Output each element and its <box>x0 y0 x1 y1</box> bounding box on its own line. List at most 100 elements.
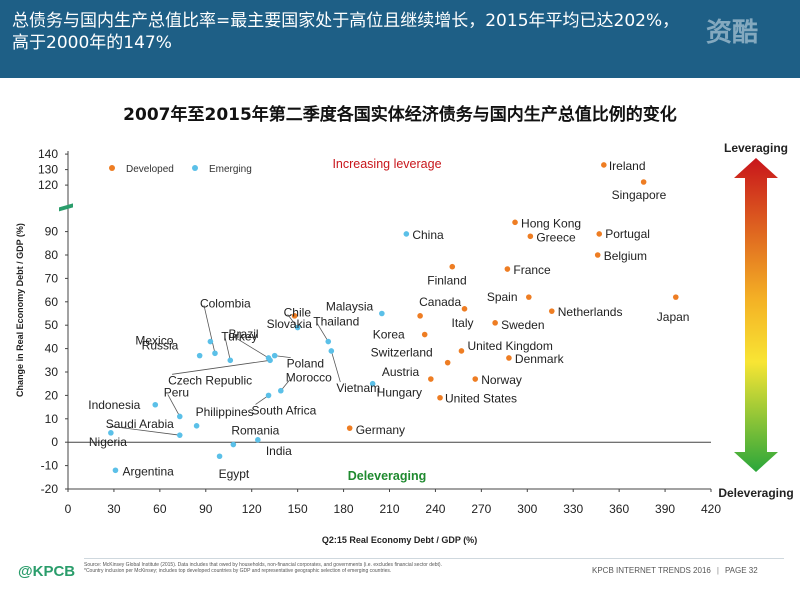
emerging-point-poland <box>271 352 278 359</box>
point-label-portugal: Portugal <box>605 227 650 241</box>
point-label-morocco: Morocco <box>286 371 332 385</box>
point-label-thailand: Thailand <box>313 315 359 329</box>
leverage-gradient-arrow <box>734 158 778 472</box>
footer-page-info: KPCB INTERNET TRENDS 2016 | PAGE 32 <box>592 566 758 575</box>
point-label-netherlands: Netherlands <box>558 305 623 319</box>
emerging-point-malaysia <box>379 310 385 317</box>
y-tick-label: 40 <box>45 342 59 356</box>
developed-point-united-states <box>437 394 443 401</box>
emerging-point-argentina <box>112 467 119 474</box>
emerging-point-india <box>255 437 261 443</box>
point-label-indonesia: Indonesia <box>88 398 140 412</box>
emerging-point-philippines <box>193 423 200 429</box>
point-label-brazil: Brazil <box>229 327 259 341</box>
point-label-colombia: Colombia <box>200 296 251 310</box>
y-tick-label: 140 <box>38 147 58 161</box>
developed-point-spain <box>526 294 532 300</box>
point-label-poland: Poland <box>287 357 324 371</box>
developed-point-finland <box>449 263 456 270</box>
header-title: 总债务与国内生产总值比率=最主要国家处于高位且继续增长，2015年平均已达202… <box>12 10 752 54</box>
point-label-united-kingdom: United Kingdom <box>467 339 552 353</box>
y-tick-label: 10 <box>45 412 59 426</box>
developed-point-korea <box>421 331 428 338</box>
y-tick-label: 70 <box>45 271 59 285</box>
leader-line-vietnam <box>330 350 341 383</box>
developed-point-norway <box>472 376 479 382</box>
emerging-point-mexico <box>207 338 214 345</box>
point-label-czech-republic: Czech Republic <box>168 373 252 387</box>
footer-trend-label: KPCB INTERNET TRENDS 2016 <box>592 566 711 575</box>
header-band <box>0 0 800 78</box>
point-label-norway: Norway <box>481 373 522 387</box>
developed-point-slovakia <box>291 313 298 319</box>
point-label-turkey: Turkey <box>221 329 257 343</box>
point-label-ireland: Ireland <box>609 159 646 173</box>
developed-point-japan <box>672 294 679 300</box>
annotation-increasing-leverage: Increasing leverage <box>332 157 441 171</box>
point-label-argentina: Argentina <box>122 464 174 478</box>
x-axis-label: Q2:15 Real Economy Debt / GDP (%) <box>322 535 477 545</box>
x-tick-label: 390 <box>655 502 675 516</box>
source-line-1: Source: McKinsey Global Institute (2015)… <box>84 562 442 568</box>
header-title-line1: 总债务与国内生产总值比率=最主要国家处于高位且继续增长，2015年平均已达202… <box>12 11 680 31</box>
x-tick-label: 180 <box>334 502 354 516</box>
point-label-saudi-arabia: Saudi Arabia <box>106 417 174 431</box>
emerging-point-chile <box>294 324 301 331</box>
developed-point-canada <box>417 313 423 319</box>
point-label-south-africa: South Africa <box>252 403 317 417</box>
point-label-finland: Finland <box>427 274 466 288</box>
developed-point-sweden <box>492 320 498 326</box>
point-label-united-states: United States <box>445 392 517 406</box>
developed-point-france <box>504 266 511 272</box>
x-tick-label: 60 <box>153 502 167 516</box>
developed-point-germany <box>346 425 353 431</box>
point-label-denmark: Denmark <box>515 352 565 366</box>
chart-title: 2007年至2015年第二季度各国实体经济债务与国内生产总值比例的变化 <box>123 105 677 125</box>
developed-point-austria <box>428 376 434 382</box>
source-line-2: *Country inclusion per McKinsey; include… <box>84 568 392 574</box>
leader-line-thailand <box>316 323 329 342</box>
y-tick-label: 80 <box>45 248 59 262</box>
developed-point-switzerland <box>444 359 451 366</box>
developed-point-portugal <box>596 231 603 237</box>
source-note: Source: McKinsey Global Institute (2015)… <box>84 562 504 574</box>
y-tick-label: -10 <box>41 459 59 473</box>
y-tick-label: 60 <box>45 295 59 309</box>
y-tick-label: 50 <box>45 318 59 332</box>
emerging-point-turkey <box>227 357 234 364</box>
emerging-point-nigeria <box>108 430 114 436</box>
point-label-slovakia: Slovakia <box>267 317 313 331</box>
x-tick-label: 120 <box>242 502 262 516</box>
x-tick-label: 0 <box>65 502 72 516</box>
point-label-romania: Romania <box>231 424 279 438</box>
x-tick-label: 330 <box>563 502 583 516</box>
emerging-point-indonesia <box>152 401 159 408</box>
legend-label-developed: Developed <box>126 164 174 175</box>
point-label-austria: Austria <box>382 365 420 379</box>
point-label-malaysia: Malaysia <box>326 300 374 314</box>
y-tick-label: -20 <box>41 482 59 496</box>
leader-line-saudi-arabia <box>109 425 180 436</box>
y-tick-label: 20 <box>45 388 59 402</box>
developed-point-italy <box>461 306 468 312</box>
kpcb-logo: @KPCB <box>18 563 76 580</box>
y-axis-label: Change in Real Economy Debt / GDP (%) <box>15 223 25 397</box>
emerging-point-vietnam <box>328 348 335 354</box>
leader-line-colombia <box>203 305 216 354</box>
x-tick-label: 300 <box>517 502 537 516</box>
point-label-hong-kong: Hong Kong <box>521 216 581 230</box>
point-label-hungary: Hungary <box>377 386 422 400</box>
point-label-chile: Chile <box>284 306 312 320</box>
point-label-greece: Greece <box>536 230 576 244</box>
x-tick-label: 240 <box>425 502 445 516</box>
x-tick-label: 420 <box>701 502 721 516</box>
point-label-switzerland: Switzerland <box>371 346 433 360</box>
developed-point-ireland <box>601 162 607 168</box>
point-label-japan: Japan <box>657 310 690 324</box>
point-label-nigeria: Nigeria <box>89 435 127 449</box>
footer-separator: | <box>716 566 719 575</box>
emerging-point-colombia <box>212 350 218 357</box>
point-label-spain: Spain <box>487 290 518 304</box>
x-tick-label: 30 <box>107 502 121 516</box>
developed-point-denmark <box>506 355 512 361</box>
